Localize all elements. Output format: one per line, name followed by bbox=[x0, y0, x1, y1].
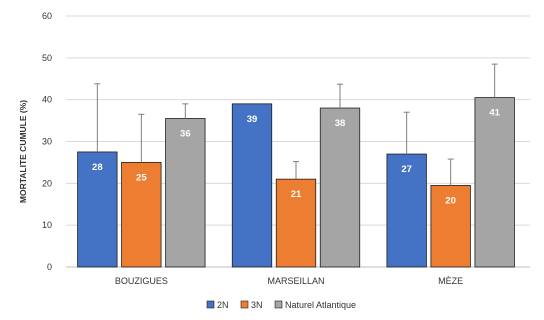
x-axis-categories: BOUZIGUES MARSEILLAN MÈZE bbox=[115, 276, 463, 286]
data-label: 21 bbox=[291, 189, 302, 200]
data-labels: 28 25 36 39 21 38 27 20 41 bbox=[92, 108, 501, 207]
data-label: 28 bbox=[92, 162, 103, 173]
y-tick-label: 30 bbox=[42, 137, 52, 147]
legend-label: 3N bbox=[251, 300, 263, 310]
y-tick-label: 60 bbox=[42, 11, 52, 21]
y-axis-ticks: 0 10 20 30 40 50 60 bbox=[42, 11, 52, 272]
x-category-label: BOUZIGUES bbox=[115, 276, 168, 286]
y-tick-label: 0 bbox=[47, 262, 52, 272]
y-tick-label: 40 bbox=[42, 95, 52, 105]
legend-label: Naturel Atlantique bbox=[285, 300, 356, 310]
data-label: 25 bbox=[136, 172, 147, 183]
legend-swatch bbox=[274, 300, 283, 309]
data-label: 20 bbox=[445, 195, 456, 206]
bar bbox=[319, 107, 361, 268]
bar bbox=[77, 151, 118, 268]
legend-label: 2N bbox=[217, 300, 229, 310]
data-label: 36 bbox=[180, 128, 191, 139]
bar bbox=[231, 103, 273, 268]
bars bbox=[77, 97, 515, 268]
bar bbox=[430, 185, 471, 268]
legend: 2N 3N Naturel Atlantique bbox=[206, 300, 356, 310]
y-tick-label: 50 bbox=[42, 53, 52, 63]
bar bbox=[165, 118, 206, 268]
legend-swatch bbox=[240, 300, 249, 309]
legend-swatch bbox=[206, 300, 215, 309]
y-tick-label: 10 bbox=[42, 220, 52, 230]
y-tick-label: 20 bbox=[42, 178, 52, 188]
bar bbox=[474, 97, 515, 268]
x-category-label: MARSEILLAN bbox=[267, 276, 324, 286]
data-label: 39 bbox=[247, 114, 258, 125]
data-label: 27 bbox=[401, 164, 412, 175]
data-label: 38 bbox=[335, 118, 346, 129]
bar bbox=[275, 178, 317, 268]
data-label: 41 bbox=[489, 108, 500, 119]
bar bbox=[386, 153, 427, 268]
error-bars bbox=[94, 63, 498, 186]
bar bbox=[121, 162, 162, 268]
y-axis-label: MORTALITE CUMULE (%) bbox=[18, 100, 28, 203]
x-category-label: MÈZE bbox=[438, 276, 463, 286]
